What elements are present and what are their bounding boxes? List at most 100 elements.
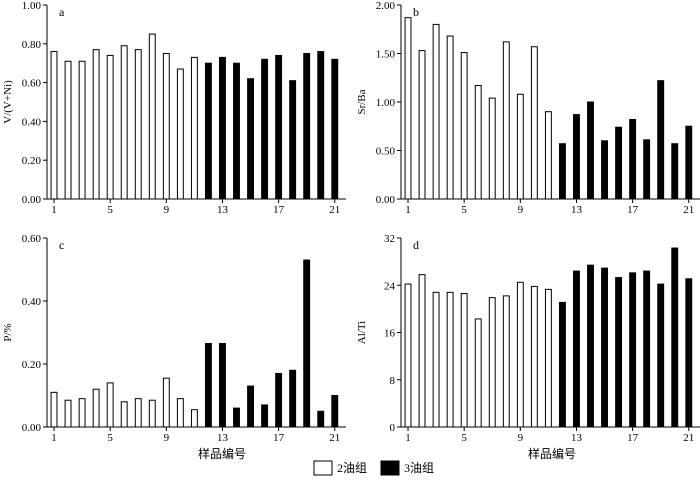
bar-1 [404, 283, 412, 428]
x-tick-label: 1 [405, 432, 411, 444]
y-tick-label: 0.00 [22, 422, 42, 434]
y-tick-label: 8 [390, 375, 396, 387]
x-tick-label: 5 [107, 204, 113, 216]
x-tick-label: 21 [329, 432, 340, 444]
x-tick-label: 17 [273, 204, 285, 216]
bar-11 [544, 288, 552, 428]
bar-4 [92, 49, 100, 200]
bar-1 [50, 51, 58, 200]
x-tick-label: 13 [217, 432, 229, 444]
bar-7 [488, 97, 496, 200]
panel-d: 0 8 16 24 32 1 5 9 13 17 21 Al/Ti d [356, 233, 700, 444]
bar-19 [657, 283, 665, 428]
y-tick-label: 0.40 [22, 296, 42, 308]
bar-5 [106, 54, 114, 200]
x-tick-label: 5 [461, 432, 467, 444]
bar-16 [615, 126, 623, 200]
bar-21 [685, 125, 693, 200]
bar-7 [134, 398, 142, 428]
bar-3 [78, 60, 86, 200]
x-tick-label: 5 [107, 432, 113, 444]
bar-10 [176, 398, 184, 428]
legend-label-3: 3油组 [404, 461, 434, 475]
bar-12 [204, 343, 212, 428]
bar-5 [106, 382, 114, 428]
y-tick-label: 0.80 [22, 39, 42, 51]
bar-21 [331, 58, 339, 200]
bar-13 [219, 56, 226, 200]
y-tick-label: 1.00 [22, 0, 42, 12]
bar-10 [530, 285, 538, 428]
y-tick-label: 0.50 [376, 146, 396, 158]
x-tick-label: 9 [164, 204, 170, 216]
bar-5 [460, 52, 468, 200]
bar-11 [544, 111, 552, 200]
x-tick-label: 1 [51, 432, 57, 444]
x-tick-label: 21 [683, 204, 694, 216]
x-tick-label: 13 [571, 432, 583, 444]
bar-16 [615, 277, 623, 428]
panel-a: 0.00 0.20 0.40 0.60 0.80 1.00 1 5 9 13 17 21 V/(V+Ni… [2, 0, 346, 216]
bar-17 [629, 118, 637, 200]
bar-17 [275, 372, 283, 428]
bar-20 [671, 143, 679, 200]
bar-10 [530, 46, 538, 200]
bar-1 [404, 17, 412, 200]
bar-6 [120, 401, 128, 428]
bar-21 [685, 278, 693, 428]
bar-18 [643, 139, 651, 200]
y-tick-label: 0.60 [22, 78, 42, 90]
bar-20 [317, 410, 325, 428]
y-tick-label: 0.00 [376, 194, 396, 206]
bar-2 [64, 399, 72, 428]
bar-12 [204, 62, 212, 200]
panel-c: 0.00 0.20 0.40 0.60 1 5 9 13 17 21 P/% c [2, 233, 346, 444]
legend-label-2: 2油组 [337, 461, 367, 475]
x-tick-label: 21 [683, 432, 694, 444]
panel-letter: a [59, 5, 65, 19]
bar-6 [474, 318, 482, 428]
bar-8 [148, 399, 156, 428]
panel-b: 0.00 0.50 1.00 1.50 2.00 1 5 9 13 17 21 Sr/Ba b [356, 0, 700, 216]
x-tick-label: 17 [627, 432, 639, 444]
bar-16 [261, 404, 269, 428]
x-tick-label: 9 [518, 204, 524, 216]
bar-17 [275, 54, 283, 200]
bar-18 [289, 369, 297, 428]
bar-19 [303, 53, 311, 200]
y-tick-label: 0.20 [22, 359, 42, 371]
bar-7 [134, 49, 142, 200]
bar-14 [587, 264, 594, 428]
bar-18 [289, 80, 297, 200]
bar-14 [233, 62, 240, 200]
bar-4 [92, 388, 100, 428]
bar-3 [432, 23, 440, 200]
bar-14 [587, 101, 594, 200]
bar-3 [432, 291, 440, 428]
panel-letter: d [413, 238, 419, 252]
y-tick-label: 32 [384, 233, 395, 245]
bar-18 [643, 270, 651, 428]
bar-20 [671, 247, 679, 428]
x-tick-label: 9 [164, 432, 170, 444]
bar-8 [502, 41, 510, 200]
bar-19 [657, 80, 665, 200]
panel-letter: b [413, 5, 419, 19]
y-tick-label: 1.50 [376, 49, 396, 61]
bar-19 [303, 259, 311, 428]
y-axis-title: Sr/Ba [356, 89, 368, 114]
y-axis-title: Al/Ti [356, 321, 368, 344]
legend-swatch-2 [313, 460, 333, 476]
bar-4 [446, 291, 454, 428]
y-tick-label: 0.20 [22, 155, 42, 167]
bar-15 [601, 140, 608, 200]
x-tick-label: 9 [518, 432, 524, 444]
bar-1 [50, 391, 58, 428]
legend: 2油组 3油组 [313, 460, 434, 476]
bar-9 [516, 281, 524, 428]
bar-2 [64, 60, 72, 200]
bar-9 [162, 53, 170, 200]
bar-5 [460, 293, 468, 428]
y-tick-label: 0.60 [22, 233, 42, 245]
